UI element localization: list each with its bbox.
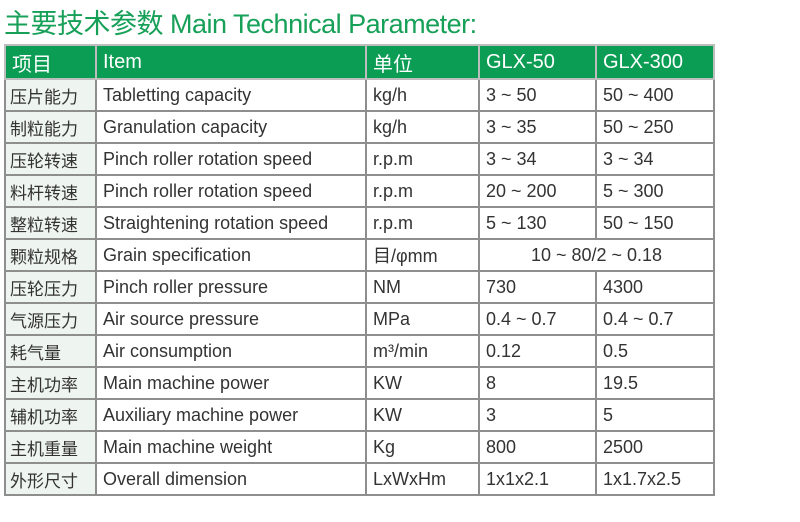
- table-row: 气源压力 Air source pressure MPa 0.4 ~ 0.7 0.4 ~…: [4, 302, 715, 336]
- cell-glx-50: 3 ~ 50: [478, 78, 597, 112]
- cell-item: Granulation capacity: [95, 110, 367, 144]
- table-row: 制粒能力 Granulation capacity kg/h 3 ~ 35 50 ~ 2…: [4, 110, 715, 144]
- cell-unit: r.p.m: [365, 174, 480, 208]
- header-project: 项目: [4, 44, 97, 80]
- cell-item: Pinch roller rotation speed: [95, 174, 367, 208]
- cell-item: Overall dimension: [95, 462, 367, 496]
- cell-glx-300: 2500: [595, 430, 715, 464]
- table-row: 压轮转速 Pinch roller rotation speed r.p.m 3 ~ …: [4, 142, 715, 176]
- cell-glx-50: 3: [478, 398, 597, 432]
- cell-item: Air consumption: [95, 334, 367, 368]
- cell-glx-50: 5 ~ 130: [478, 206, 597, 240]
- table-row: 整粒转速 Straightening rotation speed r.p.m 5 ~…: [4, 206, 715, 240]
- parameter-table: 项目 Item 单位 GLX-50 GLX-300 压片能力 Tabletting cap…: [4, 44, 715, 496]
- cell-glx-50: 3 ~ 35: [478, 110, 597, 144]
- cell-unit: NM: [365, 270, 480, 304]
- cell-item: Tabletting capacity: [95, 78, 367, 112]
- page-title: 主要技术参数 Main Technical Parameter:: [4, 9, 477, 39]
- cell-glx-300: 50 ~ 400: [595, 78, 715, 112]
- cell-project: 主机重量: [4, 430, 97, 464]
- cell-glx-300: 0.5: [595, 334, 715, 368]
- cell-unit: kg/h: [365, 78, 480, 112]
- cell-unit: m³/min: [365, 334, 480, 368]
- cell-project: 主机功率: [4, 366, 97, 400]
- cell-glx-50: 0.12: [478, 334, 597, 368]
- cell-project: 气源压力: [4, 302, 97, 336]
- table-row: 主机重量 Main machine weight Kg 800 2500: [4, 430, 715, 464]
- cell-unit: LxWxHm: [365, 462, 480, 496]
- cell-unit: MPa: [365, 302, 480, 336]
- cell-glx-50: 8: [478, 366, 597, 400]
- cell-project: 颗粒规格: [4, 238, 97, 272]
- cell-item: Air source pressure: [95, 302, 367, 336]
- table-row: 耗气量 Air consumption m³/min 0.12 0.5: [4, 334, 715, 368]
- header-glx-300: GLX-300: [595, 44, 715, 80]
- cell-project: 压轮转速: [4, 142, 97, 176]
- cell-glx-50: 3 ~ 34: [478, 142, 597, 176]
- cell-project: 压轮压力: [4, 270, 97, 304]
- cell-unit: r.p.m: [365, 142, 480, 176]
- cell-glx-50: 20 ~ 200: [478, 174, 597, 208]
- cell-glx-300: 1x1.7x2.5: [595, 462, 715, 496]
- cell-glx-300: 50 ~ 150: [595, 206, 715, 240]
- cell-item: Main machine weight: [95, 430, 367, 464]
- cell-project: 压片能力: [4, 78, 97, 112]
- cell-grain-spec-merged: 10 ~ 80/2 ~ 0.18: [478, 238, 715, 272]
- cell-glx-300: 19.5: [595, 366, 715, 400]
- cell-unit: r.p.m: [365, 206, 480, 240]
- cell-item: Pinch roller rotation speed: [95, 142, 367, 176]
- cell-glx-50: 1x1x2.1: [478, 462, 597, 496]
- cell-glx-300: 5 ~ 300: [595, 174, 715, 208]
- cell-glx-300: 4300: [595, 270, 715, 304]
- cell-item: Main machine power: [95, 366, 367, 400]
- header-item: Item: [95, 44, 367, 80]
- cell-project: 耗气量: [4, 334, 97, 368]
- table-row: 主机功率 Main machine power KW 8 19.5: [4, 366, 715, 400]
- table-row: 压轮压力 Pinch roller pressure NM 730 4300: [4, 270, 715, 304]
- cell-project: 整粒转速: [4, 206, 97, 240]
- cell-glx-50: 0.4 ~ 0.7: [478, 302, 597, 336]
- cell-item: Auxiliary machine power: [95, 398, 367, 432]
- cell-glx-300: 5: [595, 398, 715, 432]
- table-row: 外形尺寸 Overall dimension LxWxHm 1x1x2.1 1x1.7x…: [4, 462, 715, 496]
- header-glx-50: GLX-50: [478, 44, 597, 80]
- table-row: 料杆转速 Pinch roller rotation speed r.p.m 20 ~…: [4, 174, 715, 208]
- cell-item: Straightening rotation speed: [95, 206, 367, 240]
- cell-project: 辅机功率: [4, 398, 97, 432]
- cell-glx-50: 730: [478, 270, 597, 304]
- table-row: 压片能力 Tabletting capacity kg/h 3 ~ 50 50 ~ 40…: [4, 78, 715, 112]
- cell-unit: KW: [365, 366, 480, 400]
- cell-project: 外形尺寸: [4, 462, 97, 496]
- cell-unit: 目/φmm: [365, 238, 480, 272]
- cell-glx-50: 800: [478, 430, 597, 464]
- cell-project: 料杆转速: [4, 174, 97, 208]
- cell-item: Pinch roller pressure: [95, 270, 367, 304]
- cell-glx-300: 0.4 ~ 0.7: [595, 302, 715, 336]
- cell-unit: KW: [365, 398, 480, 432]
- table-header-row: 项目 Item 单位 GLX-50 GLX-300: [4, 44, 715, 80]
- cell-glx-300: 50 ~ 250: [595, 110, 715, 144]
- table-row: 辅机功率 Auxiliary machine power KW 3 5: [4, 398, 715, 432]
- cell-unit: Kg: [365, 430, 480, 464]
- header-unit: 单位: [365, 44, 480, 80]
- cell-unit: kg/h: [365, 110, 480, 144]
- table-row: 颗粒规格 Grain specification 目/φmm 10 ~ 80/2 ~ …: [4, 238, 715, 272]
- cell-project: 制粒能力: [4, 110, 97, 144]
- cell-item: Grain specification: [95, 238, 367, 272]
- cell-glx-300: 3 ~ 34: [595, 142, 715, 176]
